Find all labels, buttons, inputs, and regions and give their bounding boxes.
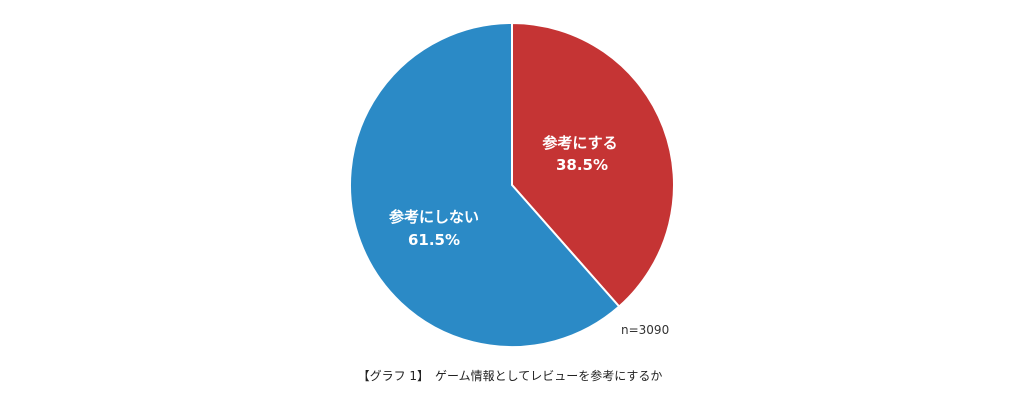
sample-size-note: n=3090 xyxy=(621,323,669,337)
pie-labels: 参考にする 38.5% 参考にしない 61.5% xyxy=(389,134,618,249)
slice-value-sankou-shinai: 61.5% xyxy=(408,231,460,249)
slice-label-sankou-shinai: 参考にしない xyxy=(389,208,479,226)
slice-value-sankou-suru: 38.5% xyxy=(556,156,608,174)
pie-slice-sankou-shinai xyxy=(349,21,621,348)
slice-label-sankou-suru: 参考にする xyxy=(542,134,617,152)
pie-slices xyxy=(349,21,675,348)
chart-caption: 【グラフ 1】 ゲーム情報としてレビューを参考にするか xyxy=(358,368,663,383)
pie-slice-sankou-suru xyxy=(511,21,675,308)
